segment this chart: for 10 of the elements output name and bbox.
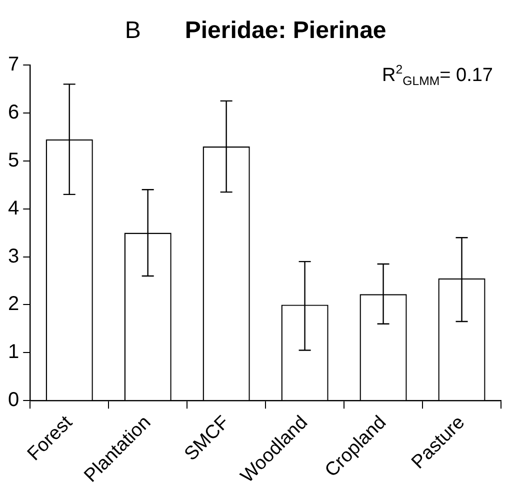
y-tick-label: 4	[8, 197, 20, 220]
y-tick-label: 3	[8, 245, 20, 268]
y-tick-label: 5	[8, 149, 20, 172]
y-tick-label: 7	[8, 54, 20, 76]
y-tick-label: 6	[8, 101, 20, 124]
y-tick-label: 2	[8, 293, 20, 316]
y-tick-label: 1	[8, 341, 20, 364]
y-tick-label: 0	[8, 389, 20, 412]
chart-title: Pieridae: Pierinae	[184, 17, 386, 44]
text: B	[124, 17, 141, 44]
